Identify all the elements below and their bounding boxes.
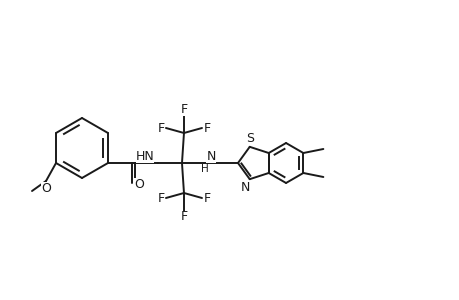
Text: N: N xyxy=(241,181,250,194)
Text: F: F xyxy=(157,191,164,205)
Text: O: O xyxy=(134,178,144,190)
Text: N: N xyxy=(206,149,215,163)
Text: H: H xyxy=(201,164,208,174)
Text: F: F xyxy=(180,103,187,116)
Text: F: F xyxy=(157,122,164,134)
Text: O: O xyxy=(41,182,51,194)
Text: F: F xyxy=(203,191,210,205)
Text: F: F xyxy=(180,211,187,224)
Text: F: F xyxy=(203,122,210,134)
Text: S: S xyxy=(245,132,253,145)
Text: HN: HN xyxy=(135,149,154,163)
